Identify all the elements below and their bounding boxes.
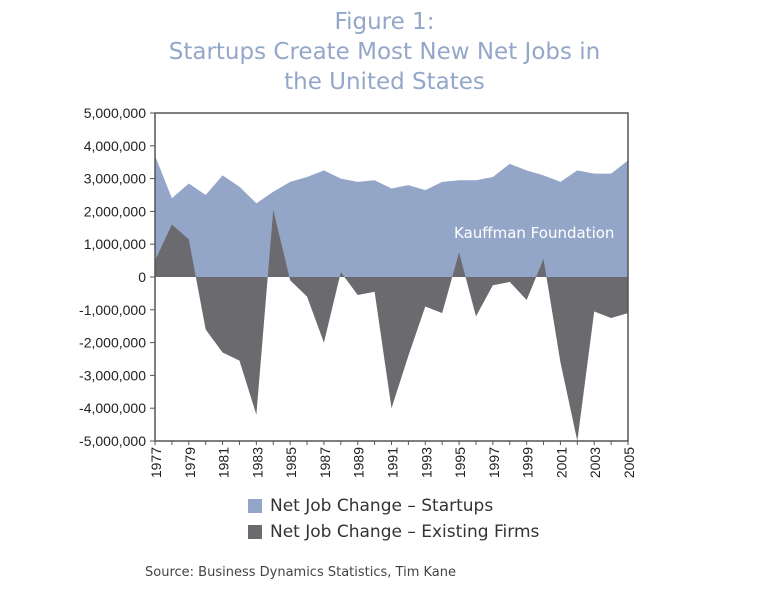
x-tick-label: 2005 (621, 447, 637, 478)
y-tick-label: 2,000,000 (84, 203, 146, 219)
x-tick-label: 2003 (587, 447, 603, 478)
legend-swatch-existing (248, 525, 262, 539)
x-tick-label: 1983 (249, 447, 265, 478)
x-tick-label: 1993 (418, 447, 434, 478)
chart-title-line-2: Startups Create Most New Net Jobs in (168, 39, 601, 65)
x-tick-label: 1979 (182, 447, 198, 478)
legend-label-startups: Net Job Change – Startups (270, 496, 494, 516)
y-tick-label: -3,000,000 (79, 367, 146, 383)
y-tick-label: 4,000,000 (84, 138, 146, 154)
chart-title-line-3: the United States (284, 69, 485, 95)
x-tick-label: 1991 (385, 447, 401, 478)
x-tick-label: 1981 (216, 447, 232, 478)
x-tick-label: 2001 (553, 447, 569, 478)
annotation-label: Kauffman Foundation (454, 224, 614, 242)
y-tick-label: 5,000,000 (84, 105, 146, 121)
x-tick-label: 1999 (520, 447, 536, 478)
x-tick-label: 1995 (452, 447, 468, 478)
y-tick-label: -5,000,000 (79, 433, 146, 449)
y-tick-label: -1,000,000 (79, 302, 146, 318)
legend-label-existing: Net Job Change – Existing Firms (270, 522, 540, 542)
x-tick-label: 1987 (317, 447, 333, 478)
legend-item-startups: Net Job Change – Startups (248, 496, 493, 516)
legend-item-existing: Net Job Change – Existing Firms (248, 522, 539, 542)
x-tick-label: 1985 (283, 447, 299, 478)
chart-title-line-1: Figure 1: (334, 9, 435, 35)
y-tick-label: 3,000,000 (84, 171, 146, 187)
x-tick-label: 1997 (486, 447, 502, 478)
source-note: Source: Business Dynamics Statistics, Ti… (145, 565, 456, 580)
y-tick-label: -2,000,000 (79, 335, 146, 351)
x-tick-label: 1977 (148, 447, 164, 478)
x-tick-label: 1989 (351, 447, 367, 478)
legend-swatch-startups (248, 499, 262, 513)
y-tick-label: -4,000,000 (79, 400, 146, 416)
y-tick-label: 1,000,000 (84, 236, 146, 252)
area-chart: 5,000,000 4,000,000 3,000,000 2,000,000 1,00… (79, 105, 637, 478)
series-area-existing-firms (155, 209, 628, 441)
y-tick-label: 0 (138, 269, 146, 285)
